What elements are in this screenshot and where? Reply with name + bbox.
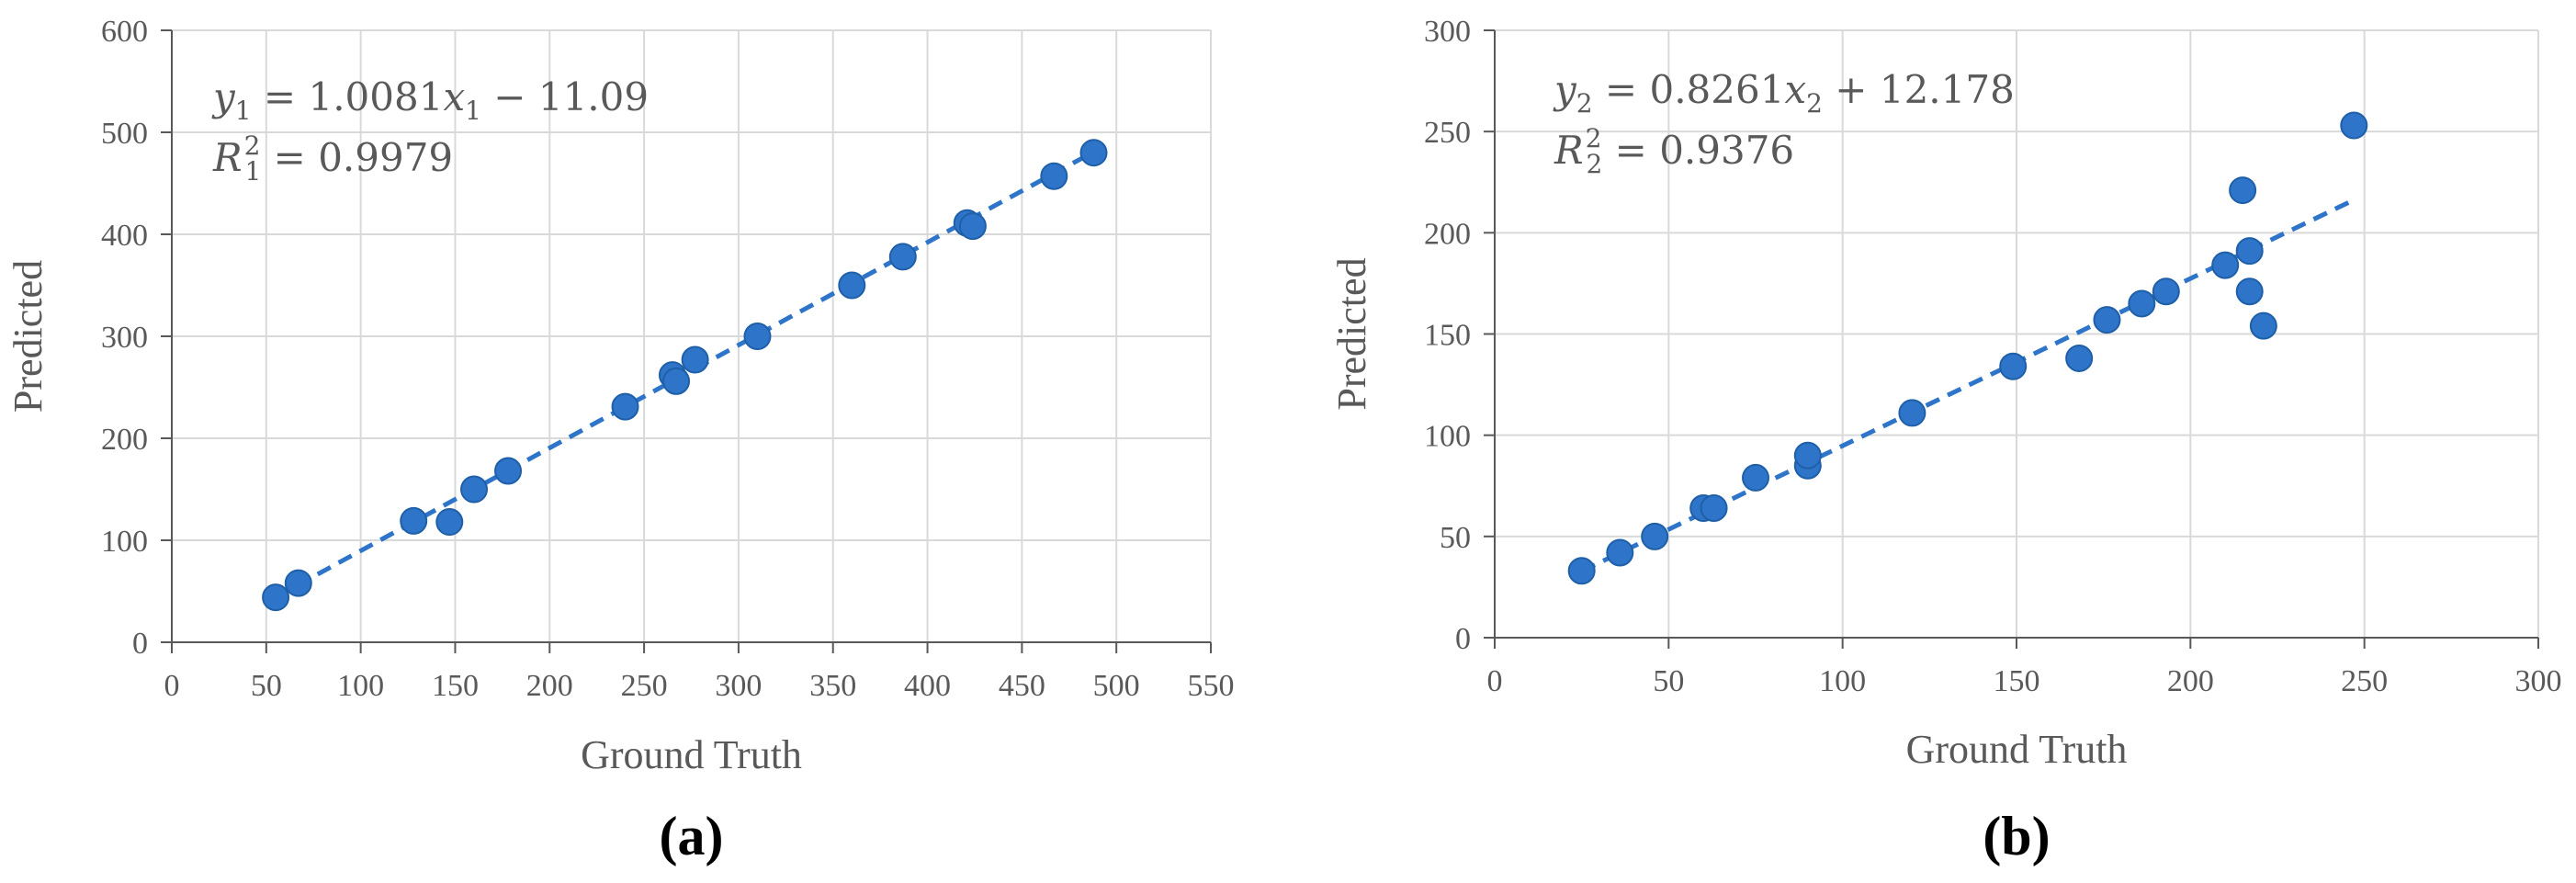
- panel-label: (a): [660, 806, 724, 866]
- data-point: [2128, 289, 2156, 318]
- x-tick-label: 150: [432, 669, 479, 703]
- data-point: [460, 475, 489, 504]
- x-axis-title: Ground Truth: [1906, 727, 2128, 772]
- x-tick-label: 200: [2167, 664, 2214, 698]
- data-point: [1793, 441, 1822, 470]
- r-squared-value: R2 1 = 0.9979: [212, 130, 453, 187]
- data-point: [958, 212, 987, 241]
- x-tick-label: 100: [337, 669, 384, 703]
- data-point: [2065, 344, 2094, 372]
- data-point: [2235, 237, 2264, 266]
- x-tick-label: 550: [1188, 669, 1235, 703]
- x-tick-label: 0: [164, 669, 180, 703]
- data-point: [838, 271, 866, 300]
- regression-equation: y1 = 1.0081x1 − 11.09: [211, 74, 649, 126]
- data-point: [2235, 277, 2264, 306]
- x-tick-label: 100: [1819, 664, 1866, 698]
- data-point: [400, 506, 428, 535]
- data-point: [1567, 557, 1596, 585]
- x-tick-label: 500: [1093, 669, 1140, 703]
- data-point: [681, 345, 709, 374]
- y-tick-label: 200: [101, 423, 148, 457]
- data-point: [1700, 493, 1728, 522]
- panel-b: 0 50 100 150 200 250 300 0 50 100 150 200 250 300 Grou…: [1329, 15, 2562, 866]
- x-tick-label: 350: [809, 669, 856, 703]
- regression-equation: y2 = 0.8261x2 + 12.178: [1553, 67, 2015, 119]
- data-point: [435, 508, 464, 537]
- data-point: [1742, 463, 1769, 492]
- data-point: [1040, 162, 1068, 190]
- y-tick-label: 600: [101, 15, 148, 49]
- y-tick-label: 500: [101, 117, 148, 151]
- x-tick-label: 200: [526, 669, 573, 703]
- x-tick-label: 250: [621, 669, 668, 703]
- x-tick-label: 50: [1653, 664, 1684, 698]
- data-point: [1898, 399, 1926, 427]
- data-point: [1079, 139, 1108, 167]
- r-squared-value: R2 2 = 0.9376: [1554, 123, 1794, 179]
- y-tick-label: 100: [101, 525, 148, 559]
- y-tick-label: 50: [1440, 521, 1471, 555]
- data-point: [262, 583, 290, 612]
- data-point: [2229, 176, 2257, 205]
- y-tick-label: 0: [1455, 622, 1471, 656]
- x-tick-label: 450: [999, 669, 1045, 703]
- panel-label: (b): [1983, 806, 2050, 866]
- x-tick-label: 300: [715, 669, 762, 703]
- data-point: [743, 323, 772, 350]
- y-tick-label: 300: [1424, 15, 1471, 49]
- x-tick-label: 50: [251, 669, 282, 703]
- y-axis-title: Predicted: [6, 260, 51, 413]
- data-point: [1999, 352, 2028, 380]
- data-point: [2093, 306, 2121, 334]
- x-tick-label: 0: [1487, 664, 1503, 698]
- data-point: [1641, 522, 1669, 550]
- data-point: [611, 392, 639, 421]
- y-axis-title: Predicted: [1329, 257, 1374, 410]
- y-tick-label: 100: [1424, 420, 1471, 454]
- data-point: [888, 243, 917, 271]
- data-point: [1606, 538, 1634, 567]
- y-tick-label: 400: [101, 219, 148, 253]
- x-axis-title: Ground Truth: [581, 732, 802, 777]
- data-point: [494, 457, 523, 485]
- y-tick-label: 150: [1424, 319, 1471, 353]
- x-tick-label: 250: [2341, 664, 2388, 698]
- x-tick-label: 150: [1994, 664, 2040, 698]
- y-tick-label: 300: [101, 321, 148, 355]
- data-point: [2211, 251, 2240, 279]
- data-point: [284, 569, 312, 597]
- data-point: [2152, 277, 2180, 306]
- y-tick-label: 200: [1424, 217, 1471, 251]
- x-tick-label: 300: [2515, 664, 2562, 698]
- data-point: [2249, 311, 2277, 340]
- data-point: [662, 367, 691, 395]
- x-tick-label: 400: [904, 669, 951, 703]
- data-point: [2340, 111, 2368, 140]
- y-tick-label: 0: [132, 627, 148, 661]
- panel-a: 0 50 100 150 200 250 300 350 400 450 500 550 0 100 200…: [6, 15, 1235, 866]
- y-tick-label: 250: [1424, 116, 1471, 150]
